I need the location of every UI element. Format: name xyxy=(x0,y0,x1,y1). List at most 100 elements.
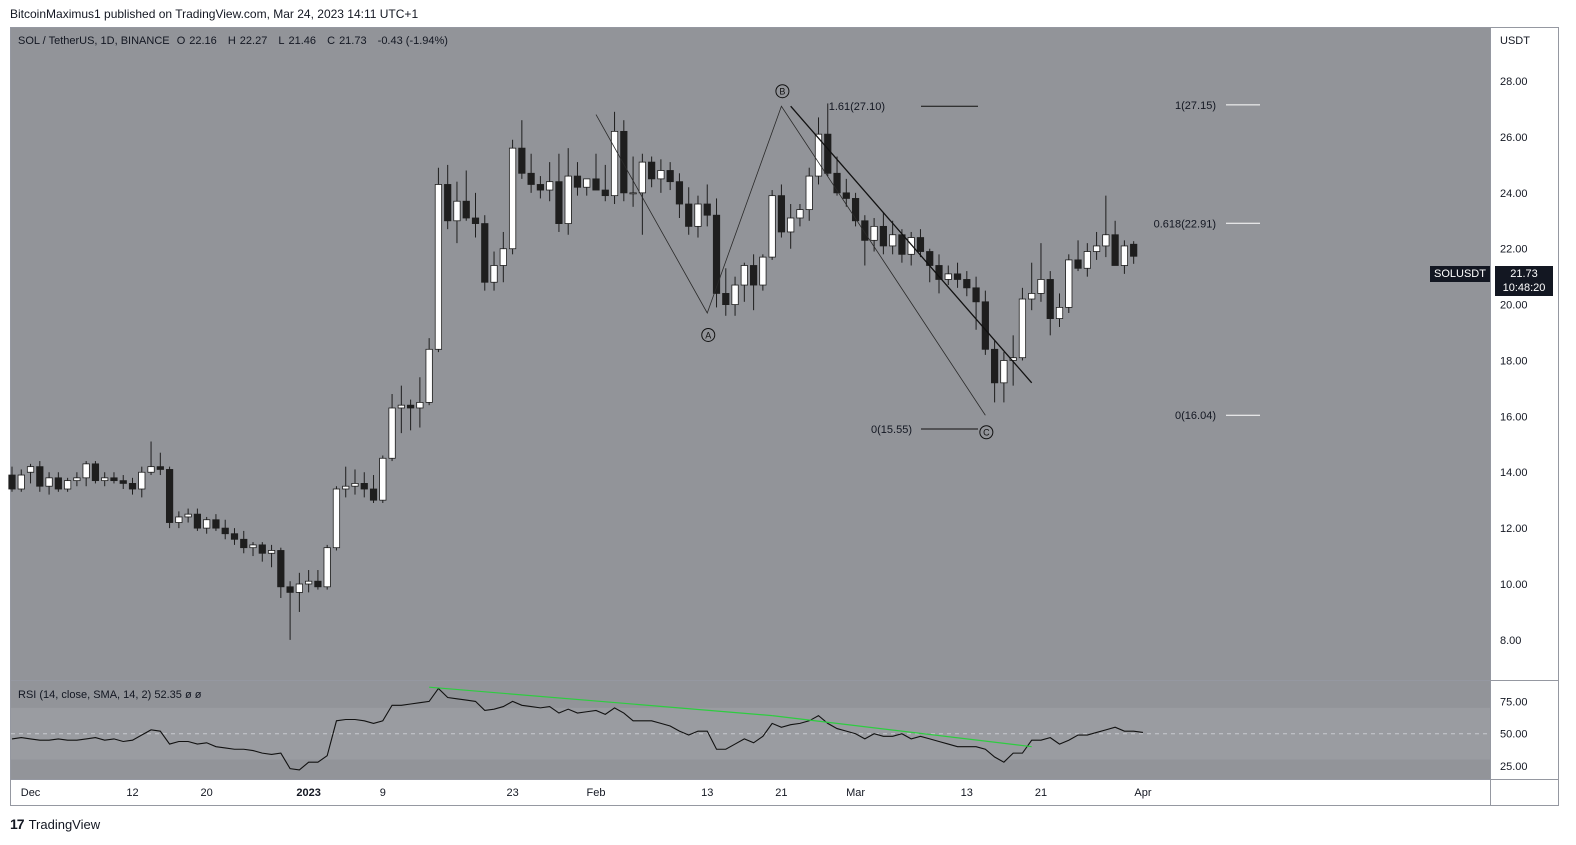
candle-bear xyxy=(592,178,600,191)
candle-bear xyxy=(1046,279,1054,319)
candle-bull xyxy=(101,477,109,482)
candle-bull xyxy=(388,407,396,459)
y-axis-unit: USDT xyxy=(1500,35,1530,47)
candle-bear xyxy=(685,203,693,227)
candle-bull xyxy=(889,234,897,247)
candle-bear xyxy=(156,466,164,470)
candle-bear xyxy=(193,513,201,529)
wave-circle xyxy=(775,84,790,99)
candle-bull xyxy=(1092,245,1101,252)
candle-bull xyxy=(787,217,795,233)
candle-bear xyxy=(833,172,841,194)
candle-bear xyxy=(471,217,480,224)
candle-bull xyxy=(147,466,155,473)
candle-bull xyxy=(1055,306,1064,319)
y-ticks: 28.00 26.00 24.00 22.00 20.00 18.00 16.00 14.00… xyxy=(1500,76,1528,773)
candle-bear xyxy=(555,181,563,224)
candle-bear xyxy=(861,220,869,241)
candle-bear xyxy=(462,200,470,219)
candle-bull xyxy=(17,474,25,490)
candle-bull xyxy=(583,178,591,188)
price-pane-bg xyxy=(11,28,1490,680)
rsi-tick-label: 75.00 xyxy=(1500,696,1528,708)
candle-bear xyxy=(8,474,16,490)
rsi-label[interactable]: RSI (14, close, SMA, 14, 2) xyxy=(18,689,152,701)
candle-bull xyxy=(759,256,767,286)
elliott-zigzag xyxy=(595,105,986,416)
candle-bear xyxy=(953,273,962,280)
price-axis-bg[interactable] xyxy=(1491,28,1558,780)
candle-bear xyxy=(221,527,229,535)
x-tick-label: Mar xyxy=(846,787,865,799)
candle-bull xyxy=(138,471,146,490)
candle-bull xyxy=(203,519,211,529)
x-tick-label: 13 xyxy=(701,787,713,799)
candle-bear xyxy=(879,225,887,247)
candle-bull xyxy=(638,161,646,194)
fib-level-label: 0(15.55) xyxy=(871,424,912,436)
candle-bull xyxy=(490,265,498,283)
candle-bear xyxy=(54,477,62,490)
wave-label: B xyxy=(779,87,785,97)
candle-bear xyxy=(842,192,850,199)
x-tick-label: 13 xyxy=(961,787,973,799)
wave-label: C xyxy=(983,428,990,438)
candle-bear xyxy=(536,184,544,191)
y-tick-label: 26.00 xyxy=(1500,132,1528,144)
wave-label: A xyxy=(705,330,711,340)
candle-bull xyxy=(267,550,276,554)
candle-bear xyxy=(722,293,730,306)
candle-bear xyxy=(666,170,674,183)
y-tick-label: 18.00 xyxy=(1500,355,1528,367)
rsi-divergence-line xyxy=(772,715,1032,748)
rsi-divergence-line xyxy=(429,686,773,717)
rsi-pane xyxy=(11,686,1490,771)
candle-bear xyxy=(703,203,711,216)
candle-bear xyxy=(991,348,999,384)
symbol-tag: SOLUSDT xyxy=(1430,266,1490,282)
candle-bull xyxy=(434,184,443,350)
chart-frame xyxy=(10,27,1559,806)
y-tick-label: 24.00 xyxy=(1500,188,1528,200)
wave-circle xyxy=(979,425,994,440)
candle-bear xyxy=(314,580,322,588)
rsi-line xyxy=(11,687,1144,771)
candle-bear xyxy=(258,544,266,554)
candle-bear xyxy=(277,550,285,588)
candle-bear xyxy=(165,469,174,523)
candle-bull xyxy=(323,547,331,588)
candle-bull xyxy=(379,457,387,501)
candle-bear xyxy=(601,189,609,197)
rsi-tick-label: 25.00 xyxy=(1500,761,1528,773)
candle-bull xyxy=(416,401,424,409)
footer: 17 TradingView xyxy=(10,815,100,833)
y-tick-label: 20.00 xyxy=(1500,300,1528,312)
candle-bull xyxy=(508,147,517,250)
candle-bull xyxy=(425,348,433,403)
legend-close: C 21.73 xyxy=(327,35,367,47)
candle-bull xyxy=(731,284,739,306)
candle-bear xyxy=(851,198,860,222)
candle-bear xyxy=(1130,243,1138,257)
ohlc-legend[interactable]: SOL / TetherUS, 1D, BINANCE O 22.16 H 22.2… xyxy=(18,35,452,47)
candle-bear xyxy=(1111,234,1119,266)
legend-symbol[interactable]: SOL / TetherUS, 1D, BINANCE xyxy=(18,35,170,47)
candle-bear xyxy=(36,466,44,487)
candle-bear xyxy=(620,130,628,194)
fib-level-label: 0(16.04) xyxy=(1175,410,1216,422)
candles xyxy=(8,103,1138,640)
rsi-extra: ø ø xyxy=(184,689,202,701)
footer-brand: TradingView xyxy=(28,816,101,832)
candle-bull xyxy=(26,466,35,473)
candle-bear xyxy=(128,483,137,490)
candle-bull xyxy=(397,404,405,409)
candle-bear xyxy=(481,223,489,283)
candle-bear xyxy=(963,279,971,289)
candle-bull xyxy=(1009,357,1017,361)
candle-bull xyxy=(657,170,665,180)
rsi-legend[interactable]: RSI (14, close, SMA, 14, 2) 52.35 ø ø xyxy=(18,689,201,701)
time-axis-bg[interactable] xyxy=(11,780,1490,805)
candle-bear xyxy=(916,237,925,252)
legend-high: H 22.27 xyxy=(227,35,268,47)
